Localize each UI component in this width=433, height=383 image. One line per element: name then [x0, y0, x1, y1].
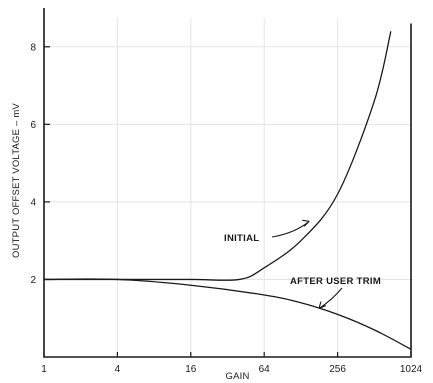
y-axis-label: OUTPUT OFFSET VOLTAGE – mV [11, 103, 22, 258]
annotation-arrow-initial [271, 219, 310, 238]
y-tick-label: 8 [30, 42, 36, 53]
series-line-initial [43, 31, 392, 281]
x-tick-label: 16 [185, 364, 197, 375]
grid-layer [44, 18, 411, 357]
axis-frame [43, 8, 412, 358]
annotation-arrow-after-user-trim [318, 287, 343, 310]
x-tick-label: 4 [115, 364, 121, 375]
annotation-after-user-trim: AFTER USER TRIM [290, 276, 381, 287]
series-layer [43, 31, 412, 350]
y-tick-label: 6 [30, 120, 36, 131]
x-tick-label: 64 [259, 364, 271, 375]
annotation-initial: INITIAL [224, 233, 259, 244]
y-tick-label: 2 [30, 275, 36, 286]
series-line-after-user-trim [43, 278, 412, 350]
x-tick-label: 256 [329, 364, 346, 375]
ticks-layer: 1 4 16 64 256 1024 2 4 6 8 [30, 42, 422, 375]
axes-layer [43, 8, 412, 358]
y-tick-label: 4 [30, 197, 36, 208]
x-axis-label: GAIN [225, 371, 249, 382]
annotation-layer: INITIAL AFTER USER TRIM [224, 219, 381, 310]
x-tick-label: 1024 [400, 364, 423, 375]
x-tick-label: 1 [41, 364, 47, 375]
